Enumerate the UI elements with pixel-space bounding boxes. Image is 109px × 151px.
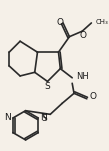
Text: S: S: [45, 82, 50, 90]
Text: N: N: [4, 114, 11, 122]
Text: S: S: [42, 114, 48, 123]
Text: NH: NH: [76, 72, 89, 81]
Text: CH₃: CH₃: [96, 19, 109, 25]
Text: O: O: [57, 18, 64, 27]
Text: N: N: [40, 114, 47, 122]
Text: O: O: [80, 31, 87, 40]
Text: O: O: [90, 92, 97, 101]
